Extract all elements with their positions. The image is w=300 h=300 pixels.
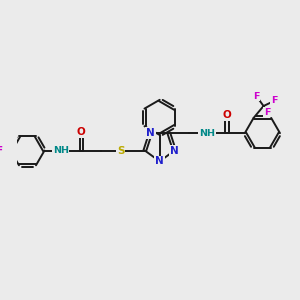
Text: N: N (146, 128, 155, 138)
Text: F: F (271, 96, 278, 105)
Text: O: O (77, 127, 85, 137)
Text: N: N (170, 146, 179, 156)
Text: N: N (155, 156, 164, 166)
Text: F: F (264, 108, 270, 117)
Text: F: F (253, 92, 260, 100)
Text: F: F (0, 146, 3, 156)
Text: O: O (223, 110, 231, 120)
Text: NH: NH (52, 146, 69, 155)
Text: NH: NH (199, 129, 215, 138)
Text: S: S (117, 146, 124, 156)
